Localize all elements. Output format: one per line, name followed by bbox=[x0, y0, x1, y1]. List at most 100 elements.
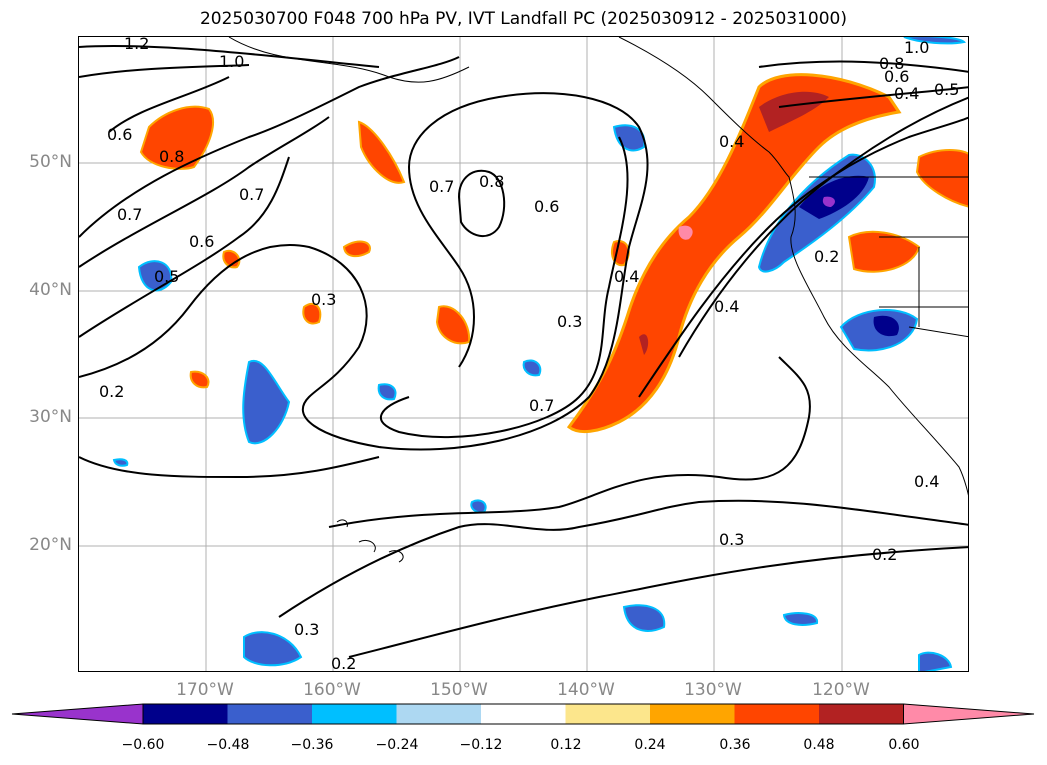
colorbar-segment bbox=[143, 704, 228, 724]
contour-line bbox=[108, 76, 230, 133]
anomaly-small-10 bbox=[918, 651, 953, 671]
colorbar-tick: −0.48 bbox=[206, 737, 250, 753]
anomaly-small-11 bbox=[377, 383, 397, 401]
contour-label: 0.2 bbox=[331, 654, 356, 672]
anomaly-small-9 bbox=[782, 612, 819, 626]
contour-line bbox=[758, 60, 968, 73]
contour-label: 0.4 bbox=[914, 472, 939, 491]
contour-line bbox=[79, 156, 290, 338]
contour-label: 0.6 bbox=[107, 125, 132, 144]
anomaly-small-5 bbox=[189, 370, 210, 389]
contour-label: 0.3 bbox=[557, 312, 582, 331]
contour-label: 0.8 bbox=[479, 172, 504, 191]
colorbar-tick: 0.12 bbox=[550, 737, 582, 753]
lon-label-170w: 170°W bbox=[176, 680, 234, 700]
atmospheric-river-band bbox=[566, 73, 902, 434]
contour-label: 1.0 bbox=[904, 38, 929, 57]
colorbar-segments bbox=[11, 703, 1035, 725]
contour-line bbox=[379, 136, 629, 439]
anomaly-pacnw-min bbox=[822, 196, 835, 207]
contour-label: 0.5 bbox=[934, 80, 959, 99]
anomaly-east-pac bbox=[435, 305, 471, 345]
pv-contours bbox=[79, 45, 968, 658]
contour-label: 0.7 bbox=[529, 396, 554, 415]
hawaii-islands bbox=[336, 519, 404, 563]
contour-label: 0.4 bbox=[719, 132, 744, 151]
north-america-border bbox=[809, 176, 968, 338]
contour-line bbox=[278, 499, 968, 618]
colorbar-segment bbox=[650, 704, 735, 724]
map-title: 2025030700 F048 700 hPa PV, IVT Landfall… bbox=[199, 9, 847, 29]
anomaly-small-14 bbox=[112, 458, 129, 467]
contour-line bbox=[79, 456, 380, 479]
colorbar-outline bbox=[142, 703, 904, 725]
contour-label: 0.8 bbox=[879, 54, 904, 73]
contour-label: 0.4 bbox=[894, 84, 919, 103]
colorbar-tick: −0.12 bbox=[459, 737, 503, 753]
contour-line bbox=[79, 116, 330, 268]
contour-label: 0.7 bbox=[239, 185, 264, 204]
anomaly-pacnw-core bbox=[799, 175, 869, 219]
contour-line bbox=[79, 92, 649, 451]
contour-label: 0.4 bbox=[714, 297, 739, 316]
contour-line bbox=[638, 116, 968, 398]
anomaly-subtropic-2 bbox=[243, 631, 303, 667]
lat-label-50n: 50°N bbox=[29, 152, 72, 172]
contour-label: 0.3 bbox=[311, 290, 336, 309]
lat-label-30n: 30°N bbox=[29, 407, 72, 427]
lat-label-20n: 20°N bbox=[29, 535, 72, 555]
anomaly-baja-core bbox=[873, 315, 899, 337]
contour-label: 0.2 bbox=[814, 247, 839, 266]
anomaly-small-8 bbox=[622, 604, 666, 632]
colorbar-tick: −0.24 bbox=[375, 737, 419, 753]
contour-line bbox=[79, 56, 460, 238]
anomaly-small-3 bbox=[302, 302, 322, 325]
contour-line bbox=[678, 96, 968, 358]
graticule bbox=[79, 37, 968, 671]
colorbar-tick: 0.48 bbox=[803, 737, 835, 753]
colorbar-segment bbox=[819, 704, 904, 724]
contour-label: 0.3 bbox=[294, 620, 319, 639]
lon-label-120w: 120°W bbox=[812, 680, 870, 700]
contour-line bbox=[348, 546, 968, 658]
anomaly-small-4 bbox=[611, 240, 630, 267]
contour-label: 0.2 bbox=[872, 545, 897, 564]
contour-line bbox=[79, 64, 250, 78]
alaska-coast bbox=[228, 37, 968, 496]
contour-label: 1.2 bbox=[124, 37, 149, 53]
colorbar-tick: −0.60 bbox=[121, 737, 165, 753]
colorbar-extend-min bbox=[11, 703, 144, 725]
contour-label: 1.0 bbox=[219, 52, 244, 71]
contour-line bbox=[778, 86, 968, 108]
anomaly-subtropic-1 bbox=[242, 359, 291, 445]
colorbar-tick: −0.36 bbox=[290, 737, 334, 753]
contour-line bbox=[79, 45, 380, 68]
anomaly-small-1 bbox=[222, 249, 241, 269]
anomaly-central-pac bbox=[357, 120, 406, 184]
contour-line bbox=[328, 356, 811, 528]
contour-label-layer: 1.2 1.0 0.6 0.8 0.7 0.7 0.6 0.5 0.3 0.2 … bbox=[99, 37, 959, 672]
colorbar-segment bbox=[396, 704, 481, 724]
ar-peak bbox=[678, 225, 693, 240]
lon-label-160w: 160°W bbox=[303, 680, 361, 700]
colorbar-segment bbox=[227, 704, 312, 724]
anomaly-small-15 bbox=[903, 37, 967, 45]
contour-label: 0.5 bbox=[154, 267, 179, 286]
map-panel[interactable]: 1.2 1.0 0.6 0.8 0.7 0.7 0.6 0.5 0.3 0.2 … bbox=[78, 36, 969, 672]
anomaly-small-13 bbox=[470, 499, 487, 514]
contour-line bbox=[457, 169, 506, 237]
contour-label: 0.2 bbox=[99, 382, 124, 401]
colorbar-extend-max bbox=[903, 703, 1035, 725]
colorbar bbox=[11, 703, 1035, 725]
lon-label-140w: 140°W bbox=[557, 680, 615, 700]
contour-label: 0.6 bbox=[189, 232, 214, 251]
contour-label: 0.8 bbox=[159, 147, 184, 166]
colorbar-tick: 0.24 bbox=[634, 737, 666, 753]
contour-label: 0.6 bbox=[534, 197, 559, 216]
contour-label: 0.4 bbox=[614, 267, 639, 286]
contour-label: 0.3 bbox=[719, 530, 744, 549]
colorbar-segment bbox=[734, 704, 819, 724]
anomaly-small-6 bbox=[137, 260, 173, 292]
colorbar-tick: 0.36 bbox=[719, 737, 751, 753]
coastlines bbox=[228, 37, 968, 563]
